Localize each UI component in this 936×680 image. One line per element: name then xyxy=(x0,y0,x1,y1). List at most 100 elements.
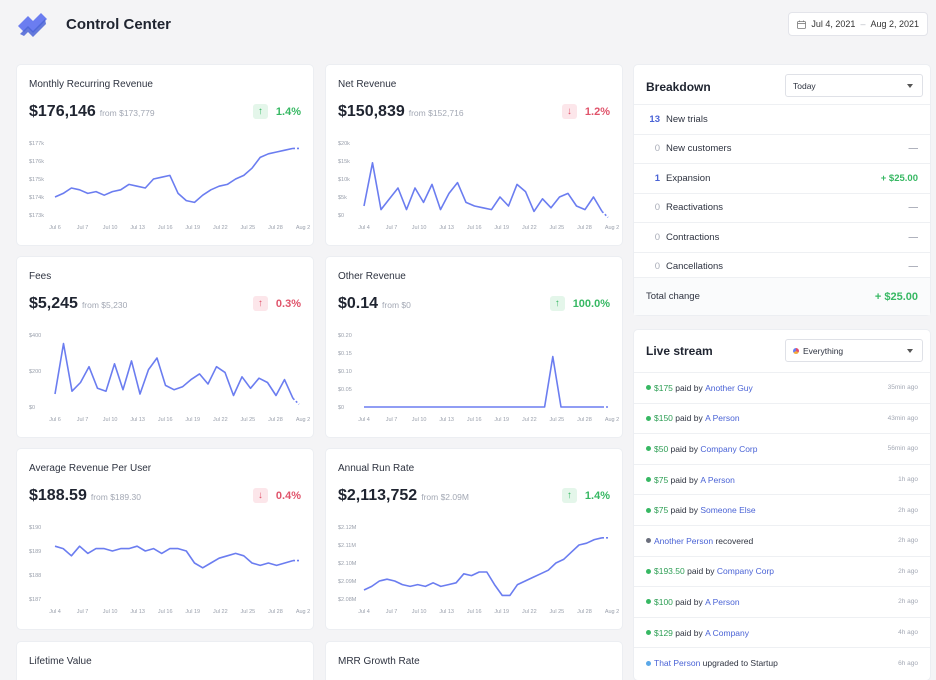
livestream-time: 2h ago xyxy=(898,598,918,606)
chevron-down-icon xyxy=(907,84,913,88)
livestream-customer-link[interactable]: Another Guy xyxy=(705,382,753,393)
y-tick-label: $15k xyxy=(338,159,350,165)
x-tick-label: Jul 22 xyxy=(213,609,228,615)
series-line xyxy=(364,355,602,408)
metric-card-average-revenue-per-user[interactable]: Average Revenue Per User $188.59 from $189… xyxy=(17,449,313,629)
x-tick-label: Aug 2 xyxy=(605,417,619,423)
livestream-customer-link[interactable]: Another Person xyxy=(654,535,714,546)
x-tick-label: Jul 22 xyxy=(522,417,537,423)
metric-card-lifetime-value[interactable]: Lifetime Value xyxy=(17,642,313,680)
breakdown-count: 13 xyxy=(649,113,660,125)
livestream-item[interactable]: $75 paid by A Person 1h ago xyxy=(634,463,930,495)
breakdown-count: 1 xyxy=(654,172,660,184)
metric-title: Net Revenue xyxy=(338,79,397,90)
metric-card-monthly-recurring-revenue[interactable]: Monthly Recurring Revenue $176,146 from $1… xyxy=(17,65,313,245)
x-tick-label: Jul 22 xyxy=(213,225,228,231)
breakdown-row-contractions[interactable]: 0 Contractions — xyxy=(634,222,930,252)
livestream-customer-link[interactable]: A Person xyxy=(705,413,740,424)
metric-delta-value: 1.2% xyxy=(584,105,610,118)
x-tick-label: Jul 6 xyxy=(49,225,61,231)
livestream-customer-link[interactable]: Someone Else xyxy=(700,505,756,516)
livestream-filter-select[interactable]: Everything xyxy=(785,339,923,362)
metric-delta: ↑ 100.0% xyxy=(549,296,610,311)
livestream-text: paid by xyxy=(668,505,701,516)
x-tick-label: Jul 25 xyxy=(241,225,256,231)
y-tick-label: $2.11M xyxy=(338,543,356,549)
date-range-picker[interactable]: Jul 4, 2021 – Aug 2, 2021 xyxy=(788,12,928,36)
livestream-text: paid by xyxy=(668,474,701,485)
livestream-item[interactable]: $150 paid by A Person 43min ago xyxy=(634,402,930,434)
breakdown-row-new-trials[interactable]: 13 New trials xyxy=(634,104,930,134)
breakdown-row-cancellations[interactable]: 0 Cancellations — xyxy=(634,251,930,282)
date-end: Aug 2, 2021 xyxy=(870,19,919,29)
sparkline-chart[interactable]: $177k $176k $175k $174k $173k Jul 6 Jul 7 Jul 1… xyxy=(17,135,313,245)
x-tick-label: Jul 28 xyxy=(268,609,283,615)
livestream-time: 4h ago xyxy=(898,629,918,637)
x-tick-label: Jul 25 xyxy=(550,417,565,423)
arrow-down-icon: ↓ xyxy=(561,104,577,119)
breakdown-amount: — xyxy=(908,143,919,155)
breakdown-row-new-customers[interactable]: 0 New customers — xyxy=(634,133,930,164)
metric-value: $188.59 xyxy=(29,487,87,504)
series-line xyxy=(54,545,294,569)
breakdown-total-label: Total change xyxy=(646,291,700,302)
sparkline-chart[interactable]: $190 $189 $188 $187 Jul 4 Jul 7 Jul 10 Jul 13 Ju… xyxy=(17,519,313,629)
metric-value-wrap: $176,146 from $173,779 xyxy=(29,103,155,121)
x-tick-label: Jul 22 xyxy=(522,609,537,615)
livestream-time: 2h ago xyxy=(898,537,918,545)
livestream-title: Live stream xyxy=(646,344,713,358)
metric-title: Other Revenue xyxy=(338,271,406,282)
metric-value: $0.14 xyxy=(338,295,379,312)
metric-delta-value: 0.3% xyxy=(275,297,301,310)
livestream-customer-link[interactable]: Company Corp xyxy=(700,443,758,454)
x-tick-label: Jul 7 xyxy=(77,225,89,231)
livestream-item[interactable]: $193.50 paid by Company Corp 2h ago xyxy=(634,555,930,587)
livestream-item[interactable]: $50 paid by Company Corp 56min ago xyxy=(634,433,930,464)
metric-card-net-revenue[interactable]: Net Revenue $150,839 from $152,716 ↓ 1.2% $20… xyxy=(326,65,622,245)
metric-card-other-revenue[interactable]: Other Revenue $0.14 from $0 ↑ 100.0% $0.20 $0.… xyxy=(326,257,622,437)
sparkline-chart[interactable]: $400 $200 $0 Jul 6 Jul 7 Jul 10 Jul 13 Jul 16 Ju… xyxy=(17,327,313,437)
livestream-amount: $193.50 xyxy=(654,566,685,577)
y-tick-label: $190 xyxy=(29,525,41,531)
livestream-customer-link[interactable]: A Person xyxy=(705,596,740,607)
chevron-down-icon xyxy=(907,349,913,353)
livestream-time: 6h ago xyxy=(898,659,918,667)
x-tick-label: Jul 28 xyxy=(268,417,283,423)
breakdown-row-reactivations[interactable]: 0 Reactivations — xyxy=(634,192,930,223)
metric-card-mrr-growth-rate[interactable]: MRR Growth Rate xyxy=(326,642,622,680)
livestream-customer-link[interactable]: Company Corp xyxy=(716,566,775,577)
sparkline-chart[interactable]: $20k $15k $10k $5k $0 Jul 4 Jul 7 Jul 10 Jul 13 J… xyxy=(326,135,622,245)
livestream-item[interactable]: Another Person recovered 2h ago xyxy=(634,525,930,556)
y-tick-label: $2.12M xyxy=(338,525,357,531)
livestream-item[interactable]: $100 paid by A Person 2h ago xyxy=(634,586,930,617)
livestream-customer-link[interactable]: A Company xyxy=(705,627,750,638)
livestream-text: upgraded to xyxy=(700,658,751,669)
y-tick-label: $175k xyxy=(29,177,44,183)
livestream-item[interactable]: $129 paid by A Company 4h ago xyxy=(634,616,930,648)
livestream-item[interactable]: $175 paid by Another Guy 35min ago xyxy=(634,372,930,403)
metric-value: $176,146 xyxy=(29,103,96,120)
metric-previous-value: from $152,716 xyxy=(408,108,464,118)
breakdown-row-expansion[interactable]: 1 Expansion + $25.00 xyxy=(634,163,930,193)
livestream-amount: $175 xyxy=(654,382,673,393)
x-tick-label: Jul 7 xyxy=(77,609,89,615)
livestream-customer-link[interactable]: That Person xyxy=(654,658,701,669)
breakdown-panel: Breakdown Today 13 New trials 0 New custome… xyxy=(634,65,930,315)
metric-card-fees[interactable]: Fees $5,245 from $5,230 ↑ 0.3% $400 $200 $0 Jul … xyxy=(17,257,313,437)
metric-delta-value: 1.4% xyxy=(584,489,610,502)
x-tick-label: Jul 19 xyxy=(494,609,509,615)
y-tick-label: $173k xyxy=(29,213,44,219)
sparkline-chart[interactable]: $0.20 $0.15 $0.10 $0.05 $0 Jul 4 Jul 7 Jul 10 Ju… xyxy=(326,327,622,437)
livestream-customer-link[interactable]: A Person xyxy=(700,474,735,485)
breakdown-period-select[interactable]: Today xyxy=(785,74,923,97)
livestream-item[interactable]: $75 paid by Someone Else 2h ago xyxy=(634,494,930,525)
livestream-text: paid by xyxy=(672,382,706,393)
calendar-icon xyxy=(797,20,807,29)
livestream-item[interactable]: That Person upgraded to Startup 6h ago xyxy=(634,647,930,678)
y-tick-label: $0.15 xyxy=(338,351,352,357)
metric-card-annual-run-rate[interactable]: Annual Run Rate $2,113,752 from $2.09M ↑ 1.4… xyxy=(326,449,622,629)
x-tick-label: Jul 16 xyxy=(158,417,173,423)
logo-icon[interactable] xyxy=(16,10,48,40)
x-tick-label: Aug 2 xyxy=(296,609,310,615)
